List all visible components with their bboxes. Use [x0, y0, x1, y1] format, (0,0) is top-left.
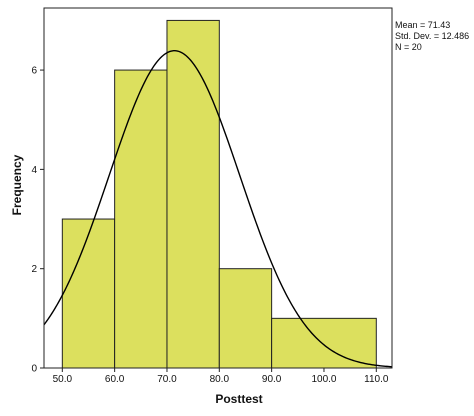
x-tick-label: 60.0	[105, 374, 125, 385]
x-axis-title: Posttest	[215, 392, 262, 406]
x-tick-label: 100.0	[311, 374, 336, 385]
x-tick-label: 70.0	[157, 374, 177, 385]
y-axis: 0 2 4 6	[31, 66, 44, 375]
stats-n: N = 20	[395, 42, 422, 52]
bars-layer	[61, 19, 377, 369]
stats-box: Mean = 71.43 Std. Dev. = 12.486 N = 20	[395, 20, 469, 52]
y-tick-label: 0	[31, 364, 37, 375]
y-tick-label: 4	[31, 165, 37, 176]
x-tick-label: 90.0	[262, 374, 282, 385]
histogram-bar-1	[114, 69, 168, 369]
curve-layer	[43, 49, 393, 368]
x-tick-label: 50.0	[53, 374, 73, 385]
histogram-bar-3	[218, 268, 273, 369]
y-axis-title: Frequency	[10, 154, 24, 215]
y-tick-label: 2	[31, 264, 37, 275]
plot-frame	[43, 7, 393, 369]
x-tick-label: 80.0	[210, 374, 230, 385]
stats-mean: Mean = 71.43	[395, 20, 450, 30]
histogram-bar-0	[61, 218, 116, 369]
normal-curve	[43, 49, 393, 368]
histogram-bar-4	[271, 317, 377, 369]
x-tick-label: 110.0	[364, 374, 389, 385]
stats-std-dev: Std. Dev. = 12.486	[395, 31, 469, 41]
histogram-bar-2	[166, 19, 220, 369]
x-axis: 50.0 60.0 70.0 80.0 90.0 100.0 110.0	[53, 368, 389, 385]
y-tick-label: 6	[31, 66, 37, 77]
